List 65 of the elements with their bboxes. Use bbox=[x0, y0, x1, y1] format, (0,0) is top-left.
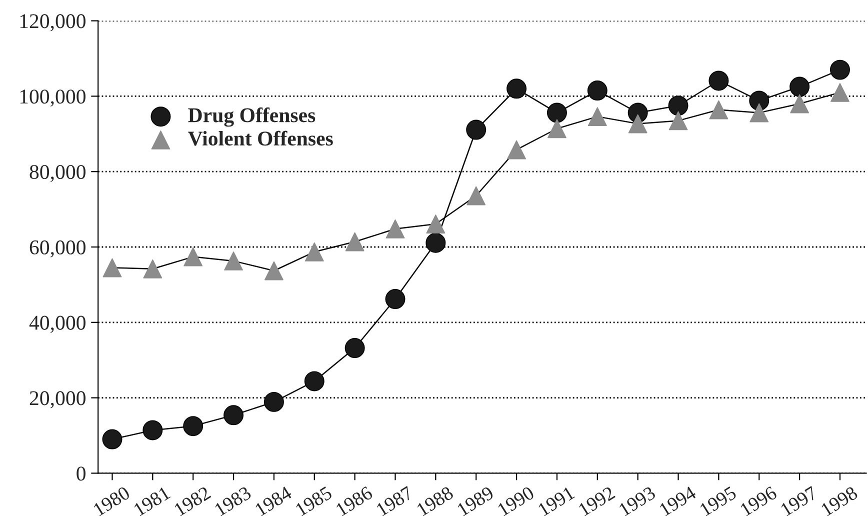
y-tick-label: 0 bbox=[76, 466, 86, 481]
x-tick-label: 1982 bbox=[174, 486, 212, 516]
point bbox=[668, 111, 688, 130]
y-tick-label: 100,000 bbox=[20, 90, 86, 107]
x-tick-label: 1986 bbox=[335, 486, 374, 516]
point bbox=[750, 103, 769, 122]
point bbox=[345, 232, 364, 252]
x-tick-label: 1994 bbox=[658, 486, 698, 516]
point bbox=[426, 232, 446, 253]
point bbox=[386, 219, 405, 238]
point bbox=[628, 114, 648, 134]
x-tick-label: 1992 bbox=[578, 486, 616, 516]
x-tick-label: 1980 bbox=[92, 486, 131, 516]
y-tick-label: 60,000 bbox=[30, 240, 86, 258]
point bbox=[790, 94, 810, 114]
x-tick-label: 1990 bbox=[497, 486, 535, 516]
point bbox=[466, 120, 486, 140]
point bbox=[224, 251, 243, 270]
x-tick-label: 1984 bbox=[254, 486, 293, 516]
point bbox=[466, 186, 486, 206]
point bbox=[183, 416, 204, 436]
y-tick-label: 120,000 bbox=[20, 14, 86, 32]
y-tick-label: 20,000 bbox=[30, 391, 86, 408]
x-tick-label: 1987 bbox=[376, 486, 414, 516]
point bbox=[749, 90, 770, 111]
legend-label: Violent Offenses bbox=[188, 130, 333, 146]
x-tick-label: 1981 bbox=[133, 486, 171, 516]
x-tick-label: 1996 bbox=[740, 486, 778, 516]
point bbox=[588, 107, 607, 126]
point bbox=[668, 96, 688, 116]
x-tick-label: 1997 bbox=[780, 486, 818, 516]
point bbox=[304, 371, 324, 392]
point bbox=[224, 405, 244, 426]
x-tick-label: 1985 bbox=[294, 486, 333, 516]
x-tick-label: 1988 bbox=[416, 486, 454, 516]
point bbox=[102, 258, 122, 278]
point bbox=[506, 78, 527, 99]
point bbox=[830, 60, 850, 80]
point bbox=[708, 70, 729, 91]
point bbox=[385, 289, 406, 310]
point bbox=[790, 76, 810, 97]
point bbox=[507, 140, 526, 160]
x-tick-label: 1983 bbox=[214, 486, 252, 516]
point bbox=[264, 261, 284, 280]
point bbox=[184, 247, 203, 266]
point bbox=[304, 242, 324, 262]
x-tick-label: 1991 bbox=[538, 486, 576, 516]
point bbox=[344, 338, 365, 358]
point bbox=[587, 80, 608, 101]
point bbox=[709, 100, 728, 120]
point bbox=[142, 420, 163, 440]
x-tick-label: 1993 bbox=[618, 486, 656, 516]
point bbox=[102, 429, 122, 450]
point bbox=[830, 82, 850, 102]
point bbox=[143, 259, 162, 278]
x-tick-label: 1989 bbox=[456, 486, 495, 516]
point bbox=[426, 214, 446, 234]
point bbox=[264, 392, 284, 412]
y-tick-label: 40,000 bbox=[29, 316, 86, 333]
x-tick-label: 1995 bbox=[699, 486, 738, 516]
y-tick-label: 80,000 bbox=[30, 164, 86, 182]
point bbox=[546, 102, 567, 123]
x-tick-label: 1998 bbox=[820, 486, 858, 516]
legend-label: Drug Offenses bbox=[188, 107, 316, 127]
point bbox=[547, 119, 566, 138]
